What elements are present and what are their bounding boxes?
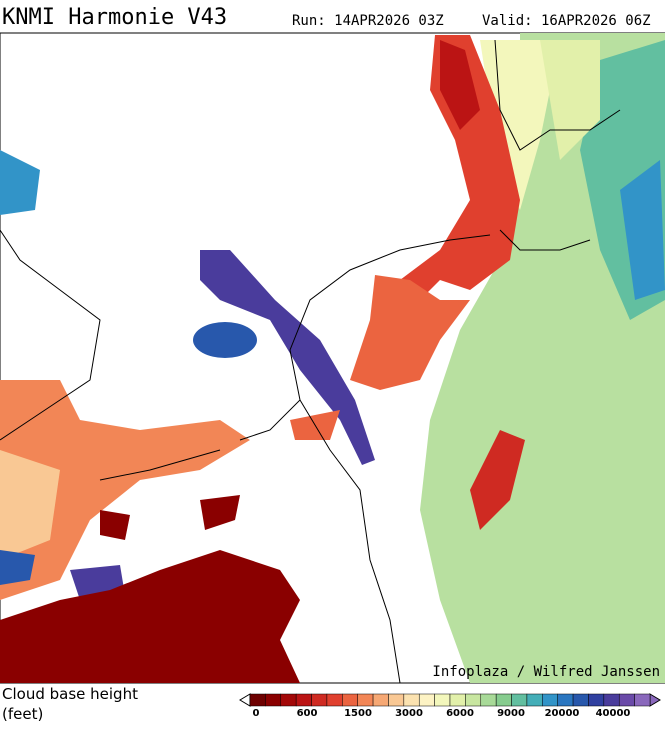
colorbar-swatch [634,693,651,707]
colorbar-label: 6000 [446,708,474,719]
colorbar-swatch [311,693,328,707]
legend-title: Cloud base height [2,685,138,703]
colorbar-swatch [388,693,405,707]
colorbar-label: 20000 [545,708,580,719]
colorbar-swatch [249,693,266,707]
colorbar-arrow-left [239,693,251,707]
colorbar-swatch [495,693,512,707]
colorbar-swatch [357,693,374,707]
colorbar-swatch [511,693,528,707]
title: KNMI Harmonie V43 [2,5,227,30]
colorbar-label: 3000 [395,708,423,719]
colorbar-swatch [526,693,543,707]
colorbar: 0 600 1500 3000 6000 9000 20000 40000 [239,693,661,719]
colorbar-label: 40000 [596,708,631,719]
legend-unit: (feet) [2,705,43,723]
colorbar-swatch [434,693,451,707]
colorbar-swatch [372,693,389,707]
colorbar-label: 600 [297,708,318,719]
colorbar-swatch [403,693,420,707]
colorbar-swatch [603,693,620,707]
colorbar-swatch [418,693,435,707]
colorbar-swatch [295,693,312,707]
colorbar-swatch [342,693,358,707]
map: Infoplaza / Wilfred Janssen [0,32,665,684]
colorbar-swatch [280,693,297,707]
colorbar-arrow-right [649,693,661,707]
colorbar-swatch [618,693,635,707]
colorbar-swatch [557,693,574,707]
colorbar-swatch [326,693,343,707]
colorbar-swatch [465,693,482,707]
colorbar-swatch [588,693,605,707]
colorbar-swatch [480,693,497,707]
colorbar-swatch [572,693,589,707]
colorbar-swatch [449,693,466,707]
run-time: Run: 14APR2026 03Z [292,13,444,29]
colorbar-swatch [542,693,558,707]
credit: Infoplaza / Wilfred Janssen [432,664,660,680]
colorbar-swatch [265,693,282,707]
colorbar-label: 0 [253,708,260,719]
valid-time: Valid: 16APR2026 06Z [482,13,651,29]
colorbar-label: 9000 [497,708,525,719]
colorbar-label: 1500 [344,708,372,719]
